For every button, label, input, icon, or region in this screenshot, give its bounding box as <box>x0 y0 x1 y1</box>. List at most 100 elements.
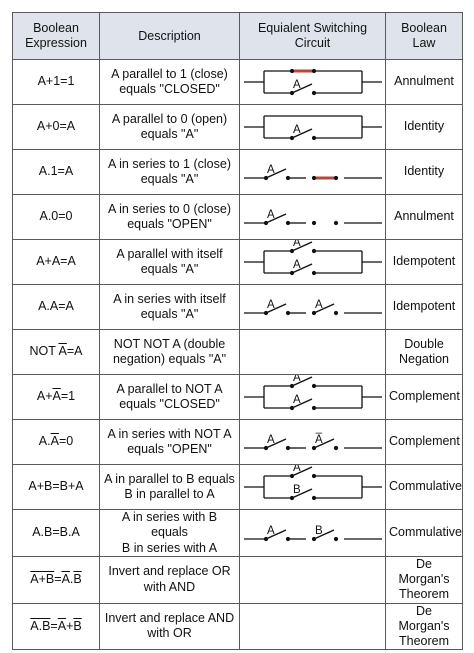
table-row: NOT A=A NOT NOT A (double negation) equal… <box>12 329 463 375</box>
boolean-laws-table: Boolean Expression Description Equialent… <box>12 12 463 651</box>
first-label: A <box>267 434 275 446</box>
switching-circuit: A <box>239 194 386 240</box>
switching-circuit: A A̅ <box>239 419 386 465</box>
circuit-diagram: A <box>244 164 382 181</box>
second-contact <box>333 536 339 541</box>
top-branch-contact <box>311 473 317 479</box>
boolean-expression: A.A=A <box>12 284 100 330</box>
top-branch-contact <box>311 248 317 254</box>
bottom-branch-contact <box>289 495 295 501</box>
header-circuit: Equialent Switching Circuit <box>239 12 386 60</box>
first-contact <box>285 175 291 181</box>
second-label: A <box>315 299 323 311</box>
first-contact <box>285 310 291 316</box>
first-label: A <box>267 209 275 221</box>
bottom-branch-label: A <box>293 394 301 406</box>
bottom-branch-contact <box>311 270 317 276</box>
first-contact <box>285 536 291 541</box>
top-branch-switch <box>291 241 313 252</box>
description: A in series with B equals B in series wi… <box>99 509 240 557</box>
boolean-expression: A+1=1 <box>12 59 100 105</box>
bottom-branch-contact <box>289 90 295 96</box>
boolean-expression: A+A=1 <box>12 374 100 420</box>
first-contact <box>263 310 269 316</box>
switching-circuit <box>239 329 386 375</box>
description: Invert and replace AND with OR <box>99 602 240 651</box>
bottom-branch-contact <box>289 270 295 276</box>
circuit-diagram: A̅ A <box>244 375 382 411</box>
boolean-law: De Morgan's Theorem <box>385 555 463 604</box>
table-row: A.0=0 A in series to 0 (close) equals "OP… <box>12 194 463 240</box>
description: NOT NOT A (double negation) equals "A" <box>99 329 240 375</box>
bottom-branch-switch <box>291 128 313 139</box>
circuit-diagram: A <box>244 68 382 96</box>
boolean-law: Double Negation <box>385 329 463 375</box>
description: Invert and replace OR with AND <box>99 555 240 604</box>
boolean-law: De Morgan's Theorem <box>385 602 463 651</box>
second-contact <box>311 445 317 451</box>
circuit-diagram: A <box>244 115 382 141</box>
open-contact <box>311 220 317 226</box>
boolean-law: Commulative <box>385 509 463 557</box>
first-switch <box>265 438 287 449</box>
first-label: A <box>267 299 275 311</box>
boolean-law: Annulment <box>385 59 463 105</box>
circuit-diagram: AB <box>244 465 382 501</box>
boolean-expression: A.0=0 <box>12 194 100 240</box>
second-contact <box>311 536 317 541</box>
first-label: A <box>267 164 275 176</box>
table-row: A.1=A A in series to 1 (close) equals "A"… <box>12 149 463 195</box>
description: A in series with itself equals "A" <box>99 284 240 330</box>
bottom-branch-label: A <box>293 79 301 91</box>
description: A parallel to NOT A equals "CLOSED" <box>99 374 240 420</box>
switching-circuit <box>239 555 386 604</box>
boolean-expression: NOT A=A <box>12 329 100 375</box>
switching-circuit: A̅ A <box>239 374 386 420</box>
top-branch-switch <box>291 376 313 387</box>
top-branch-contact <box>289 383 295 389</box>
switching-circuit: A <box>239 149 386 195</box>
second-switch <box>313 438 335 449</box>
boolean-expression: A.A=0 <box>12 419 100 465</box>
description: A in series with NOT A equals "OPEN" <box>99 419 240 465</box>
bottom-branch-contact <box>289 135 295 141</box>
boolean-expression: A.B=B.A <box>12 509 100 557</box>
top-branch-label: A̅ <box>293 375 301 384</box>
second-contact <box>333 310 339 316</box>
switching-circuit: A <box>239 59 386 105</box>
bottom-branch-switch <box>291 398 313 409</box>
second-switch <box>313 303 335 314</box>
top-branch-switch <box>291 466 313 477</box>
first-label: A <box>267 525 275 537</box>
table-row: A.B=B.A A in series with B equals B in se… <box>12 509 463 557</box>
first-contact <box>263 175 269 181</box>
bottom-branch-switch <box>291 488 313 499</box>
second-contact <box>311 310 317 316</box>
description: A parallel to 1 (close) equals "CLOSED" <box>99 59 240 105</box>
circuit-diagram: A A̅ <box>244 434 382 451</box>
top-branch-contact <box>311 68 317 74</box>
switching-circuit <box>239 602 386 651</box>
boolean-expression: A.B=A+B <box>12 602 100 651</box>
bottom-branch-label: A <box>293 124 301 136</box>
table-row: A.B=A+B Invert and replace AND with OR De … <box>12 602 463 651</box>
description: A parallel to 0 (open) equals "A" <box>99 104 240 150</box>
top-branch-contact <box>289 473 295 479</box>
boolean-law: Idempotent <box>385 284 463 330</box>
first-contact <box>285 220 291 226</box>
table-row: A+B=A.B Invert and replace OR with AND De … <box>12 555 463 604</box>
top-branch-label: A <box>293 240 301 249</box>
table-row: A+A=1 A parallel to NOT A equals "CLOSED"… <box>12 374 463 420</box>
first-contact <box>285 445 291 451</box>
header-row: Boolean Expression Description Equialent… <box>12 12 463 60</box>
top-branch-contact <box>289 248 295 254</box>
first-contact <box>263 536 269 541</box>
description: A in series to 0 (close) equals "OPEN" <box>99 194 240 240</box>
boolean-law: Complement <box>385 374 463 420</box>
bottom-branch-contact <box>311 135 317 141</box>
